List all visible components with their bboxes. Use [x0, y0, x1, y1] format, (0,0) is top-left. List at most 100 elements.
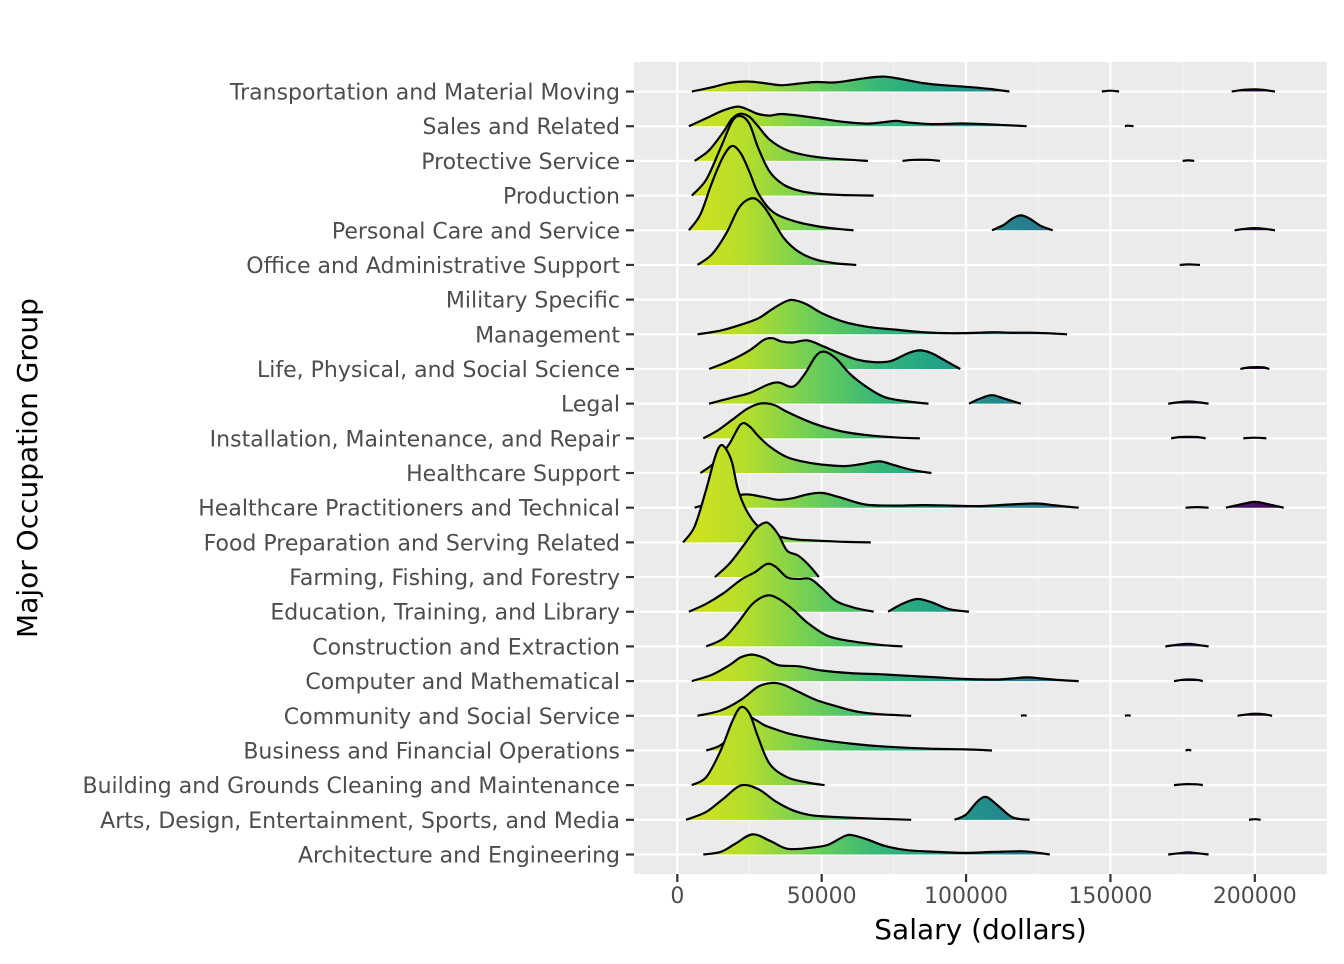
y-tick-label: Military Specific	[446, 289, 620, 314]
y-tick-label: Architecture and Engineering	[298, 844, 620, 869]
y-tick-label: Farming, Fishing, and Forestry	[289, 566, 620, 591]
ridge-outline	[1185, 748, 1192, 752]
ridge-fill	[709, 351, 929, 404]
ridge-healthcare-practitioners-and-technical	[694, 491, 1284, 509]
x-tick-label: 200000	[1213, 884, 1297, 909]
ridge-fill	[1225, 501, 1284, 508]
ridge-fill	[697, 299, 1068, 335]
ridge-outline	[968, 394, 1022, 405]
ridge-fill	[706, 716, 992, 751]
x-tick-label: 150000	[1068, 884, 1152, 909]
ridge-outline	[708, 350, 929, 405]
ridge-outline	[1173, 678, 1204, 683]
ridge-outline	[691, 705, 825, 787]
ridge-outline	[1182, 159, 1195, 162]
ridge-outline	[1020, 714, 1027, 717]
ridge-outline	[1243, 436, 1267, 440]
ridge-building-and-grounds-cleaning-and-maintenance	[691, 705, 1203, 787]
ridge-fill	[691, 76, 1010, 92]
ridge-fill	[954, 796, 1030, 820]
y-tick-label: Installation, Maintenance, and Repair	[210, 427, 621, 452]
ridge-outline	[699, 421, 932, 475]
ridge-office-and-administrative-support	[696, 197, 1201, 266]
ridge-management	[697, 298, 1068, 336]
y-tick-label: Computer and Mathematical	[305, 670, 620, 695]
ridge-architecture-and-engineering	[703, 833, 1209, 856]
y-tick-label: Construction and Extraction	[312, 635, 620, 660]
ridge-food-preparation-and-serving-related	[682, 443, 871, 544]
ridge-outline	[1168, 400, 1209, 405]
ridge-outline	[696, 197, 857, 266]
ridge-outline	[691, 75, 1010, 93]
ridge-outline	[714, 521, 820, 578]
ridge-outline	[697, 298, 1068, 336]
ridge-outline	[688, 562, 874, 613]
ridge-outline	[1165, 642, 1209, 648]
x-tick-label: 50000	[787, 884, 857, 909]
ridge-outline	[902, 158, 941, 162]
ridge-fill	[683, 445, 871, 543]
x-axis: 0 50000 100000 150000 200000	[670, 874, 1297, 909]
ridge-outline	[887, 597, 970, 613]
ridge-outline	[694, 491, 1079, 509]
ridge-community-and-social-service	[697, 681, 1273, 717]
ridge-fill	[714, 522, 819, 578]
ridge-fill	[969, 395, 1021, 404]
ridge-fill	[697, 198, 857, 265]
x-tick-label: 0	[670, 884, 684, 909]
ridge-farming-fishing-and-forestry	[714, 521, 820, 578]
ridge-sales-and-related	[688, 105, 1134, 128]
ridge-fill	[709, 338, 961, 369]
ridge-outline	[1234, 227, 1276, 232]
ridge-layer	[682, 75, 1284, 856]
ridge-fill	[694, 492, 1079, 508]
ridge-outline	[703, 833, 1050, 856]
ridge-transportation-and-material-moving	[691, 75, 1276, 93]
ridge-installation-maintenance-and-repair	[702, 402, 1267, 440]
y-tick-label: Building and Grounds Cleaning and Mainte…	[82, 774, 620, 799]
y-tick-label: Healthcare Practitioners and Technical	[198, 497, 620, 522]
ridge-fill	[691, 654, 1079, 682]
ridge-healthcare-support	[699, 421, 932, 475]
y-tick-label: Management	[475, 323, 620, 348]
ridge-fill	[992, 215, 1053, 231]
y-tick-label: Business and Financial Operations	[243, 739, 620, 764]
ridge-fill	[691, 706, 825, 786]
ridge-outline	[1170, 435, 1206, 440]
ridge-fill	[688, 106, 1027, 127]
ridge-outline	[708, 336, 961, 371]
ridge-outline	[682, 443, 871, 544]
ridge-outline	[1168, 851, 1209, 856]
ridge-outline	[1185, 506, 1209, 509]
ridge-outline	[1124, 124, 1134, 128]
ridge-fill	[688, 563, 874, 612]
y-tick-label: Transportation and Material Moving	[229, 81, 620, 106]
ridge-computer-and-mathematical	[691, 653, 1204, 683]
ridge-outline	[697, 681, 912, 717]
y-tick-label: Life, Physical, and Social Science	[257, 358, 620, 383]
ridge-outline	[1240, 366, 1270, 371]
ridge-construction-and-extraction	[705, 594, 1209, 648]
y-tick-label: Protective Service	[421, 150, 620, 175]
y-tick-label: Healthcare Support	[406, 462, 620, 487]
ridge-outline	[1101, 89, 1120, 93]
y-tick-label: Personal Care and Service	[332, 219, 620, 244]
ridge-fill	[688, 145, 854, 231]
ridge-life-physical-and-social-science	[708, 336, 1270, 371]
x-axis-title: Salary (dollars)	[874, 913, 1086, 946]
ridge-arts-design-entertainment-sports-and-media	[685, 783, 1261, 821]
ridge-outline	[954, 795, 1030, 821]
ridge-outline	[691, 653, 1079, 683]
y-axis-title: Major Occupation Group	[11, 298, 44, 638]
ridge-personal-care-and-service	[688, 144, 1276, 232]
ridge-outline	[1237, 712, 1273, 717]
ridge-outline	[1173, 783, 1203, 787]
y-tick-label: Education, Training, and Library	[270, 601, 620, 626]
y-tick-label: Sales and Related	[423, 115, 620, 140]
y-axis: Architecture and Engineering Arts, Design…	[82, 81, 634, 869]
ridge-outline	[688, 144, 854, 232]
ridge-outline	[1248, 818, 1261, 821]
y-tick-label: Office and Administrative Support	[246, 254, 620, 279]
